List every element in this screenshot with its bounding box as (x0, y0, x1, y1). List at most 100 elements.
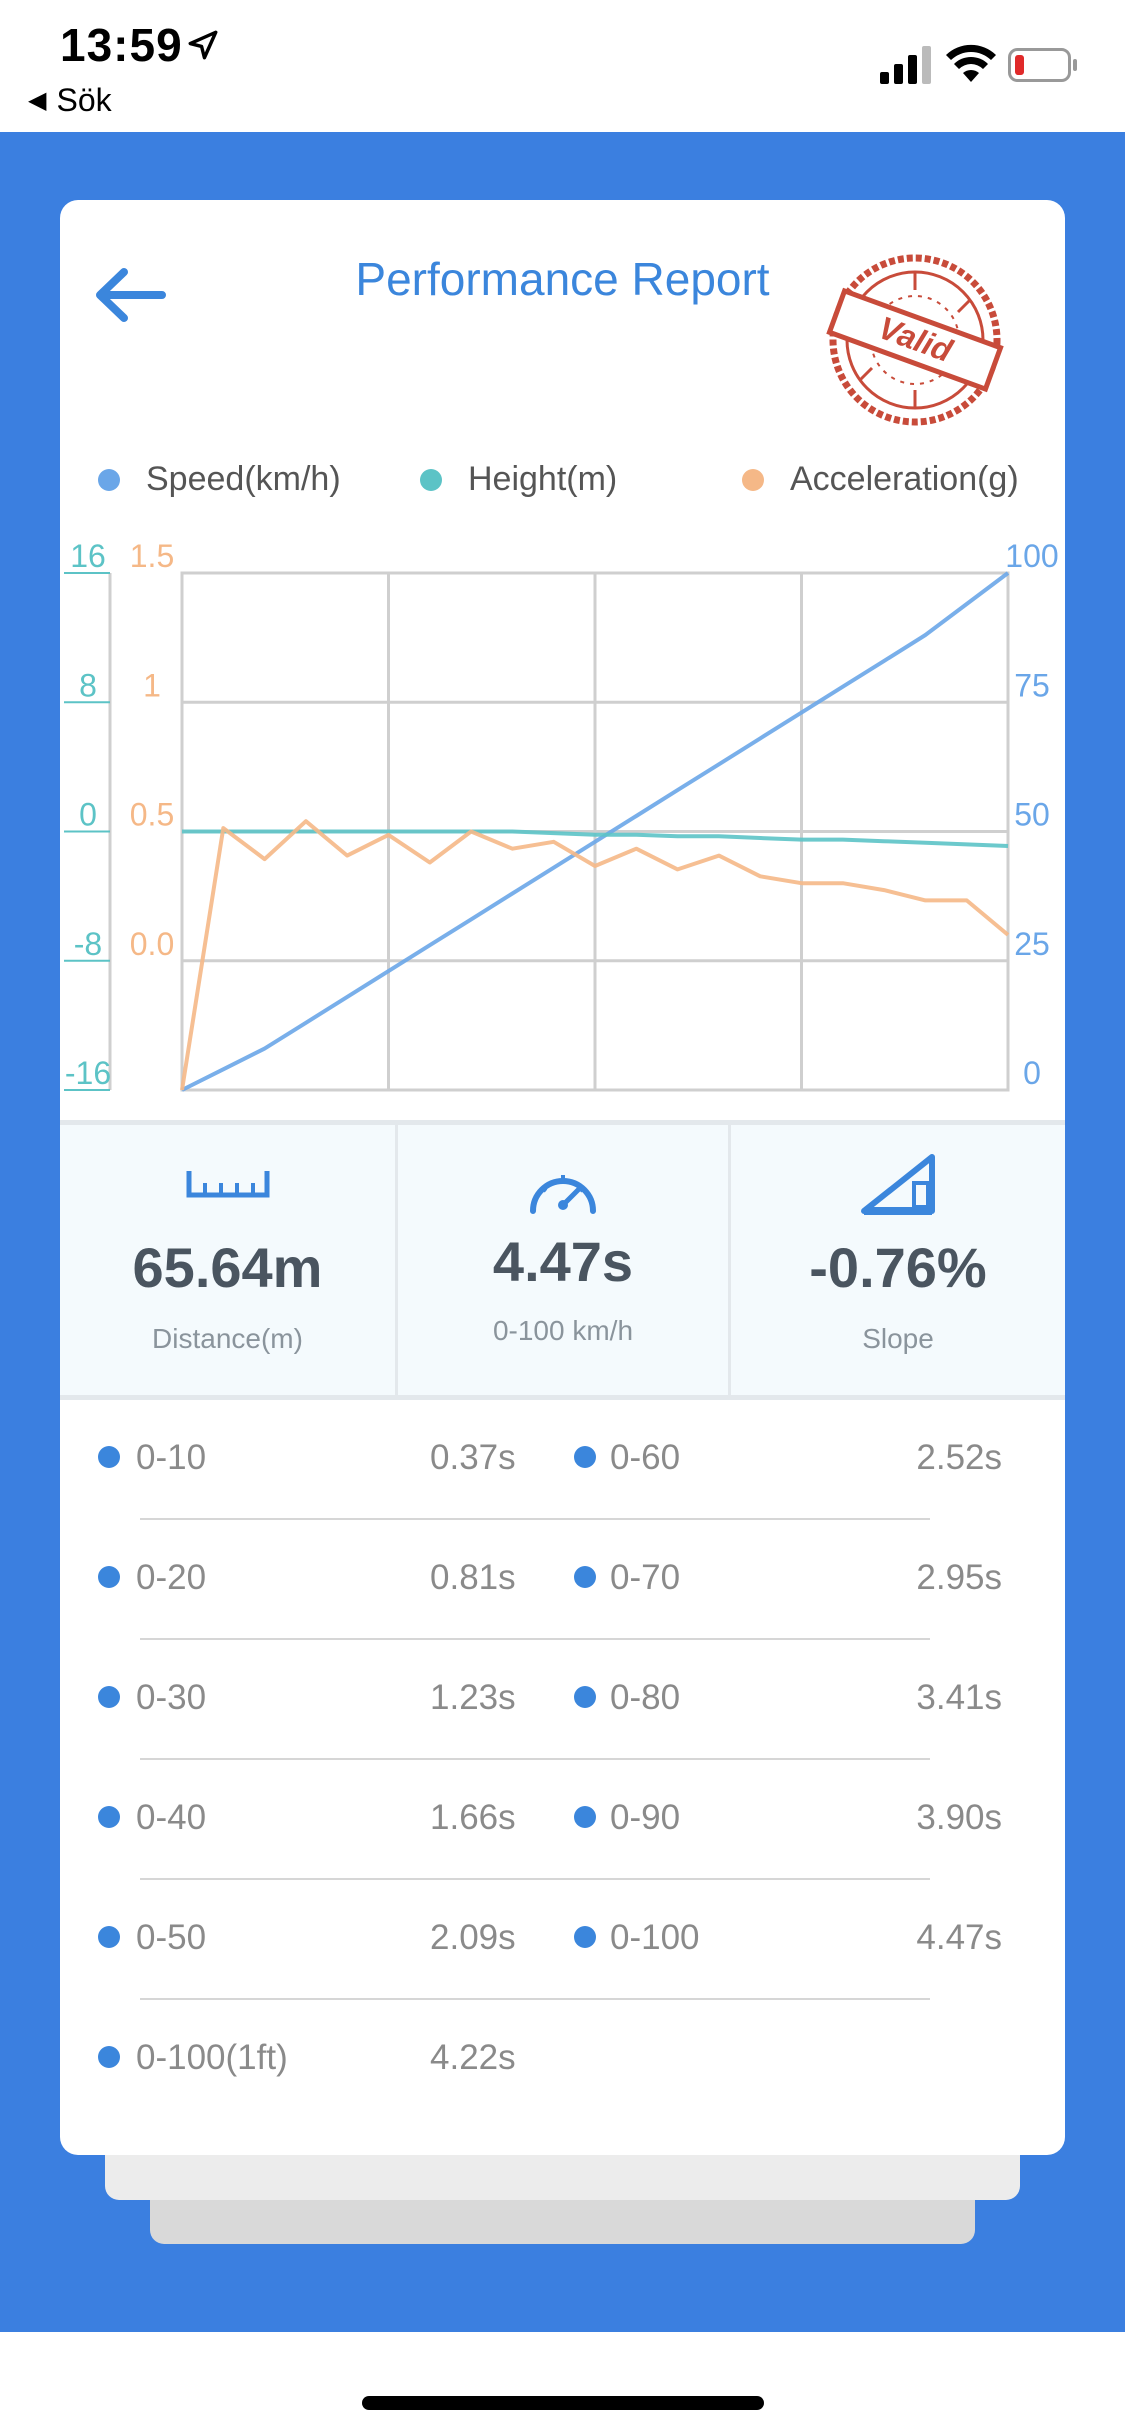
stats-row: 65.64m Distance(m) 4.47s 0-100 km/h -0.7… (60, 1120, 1065, 1400)
stat-distance-value: 65.64m (132, 1236, 323, 1299)
stat-zero-to-hundred-value: 4.47s (492, 1230, 634, 1293)
home-indicator[interactable] (362, 2396, 764, 2410)
slope-icon (861, 1154, 935, 1215)
split-row: 0-30 1.23s 0-80 3.41s (60, 1640, 1065, 1760)
split-row: 0-20 0.81s 0-70 2.95s (60, 1520, 1065, 1640)
split-divider (140, 1518, 930, 1520)
split-time: 2.09s (430, 1918, 516, 1957)
split-time: 0.37s (430, 1438, 516, 1477)
split-dot (98, 1446, 120, 1468)
height-axis-label: -16 (65, 1055, 111, 1091)
chart-series-acceleration (180, 819, 1010, 1091)
location-arrow-icon (188, 30, 218, 60)
split-row: 0-100(1ft) 4.22s (60, 2000, 1065, 2120)
split-time: 2.95s (916, 1558, 1002, 1597)
legend-acceleration: Acceleration(g) (742, 460, 1019, 499)
stat-distance-label: Distance(m) (152, 1323, 303, 1354)
split-name: 0-10 (136, 1438, 207, 1477)
split-name: 0-40 (136, 1798, 207, 1837)
acceleration-axis-label: 1.5 (130, 538, 174, 574)
split-name: 0-20 (136, 1558, 207, 1597)
stat-zero-to-hundred-label: 0-100 km/h (492, 1315, 634, 1346)
legend-label-acceleration: Acceleration(g) (790, 460, 1019, 498)
speed-axis-label: 100 (1005, 538, 1058, 574)
split-item: 0-90 3.90s (540, 1760, 1065, 1880)
page-title: Performance Report (355, 253, 770, 305)
split-time: 3.90s (916, 1798, 1002, 1837)
split-dot (98, 1806, 120, 1828)
split-dot (98, 1686, 120, 1708)
split-name: 0-100 (610, 1918, 700, 1957)
split-item: 0-30 1.23s (60, 1640, 540, 1760)
back-arrow-icon[interactable] (90, 260, 170, 330)
split-item: 0-10 0.37s (60, 1400, 540, 1520)
legend-height: Height(m) (420, 460, 617, 499)
split-divider (140, 1758, 930, 1760)
split-row: 0-50 2.09s 0-100 4.47s (60, 1880, 1065, 2000)
split-item: 0-60 2.52s (540, 1400, 1065, 1520)
split-dot (98, 2046, 120, 2068)
cellular-signal-icon (880, 46, 931, 84)
split-time: 2.52s (916, 1438, 1002, 1477)
stat-divider (728, 1125, 731, 1395)
acceleration-axis-label: 0.5 (130, 797, 174, 833)
report-card: Performance Report Valid Speed(km/h) Hei… (60, 200, 1065, 2155)
split-item: 0-100(1ft) 4.22s (60, 2000, 540, 2120)
stat-divider (395, 1125, 398, 1395)
legend-label-speed: Speed(km/h) (146, 460, 341, 498)
split-dot (98, 1566, 120, 1588)
status-bar: 13:59 ◀ Sök (0, 0, 1125, 132)
height-axis-label: -8 (74, 926, 102, 962)
stat-slope: -0.76% Slope (731, 1125, 1065, 1395)
split-time: 1.66s (430, 1798, 516, 1837)
speed-axis-label: 25 (1014, 926, 1050, 962)
split-item: 0-70 2.95s (540, 1520, 1065, 1640)
split-row: 0-10 0.37s 0-60 2.52s (60, 1400, 1065, 1520)
height-axis-label: 16 (70, 538, 106, 574)
legend-label-height: Height(m) (468, 460, 618, 498)
split-divider (140, 1878, 930, 1880)
acceleration-axis-label: 0.0 (130, 926, 174, 962)
split-name: 0-90 (610, 1798, 681, 1837)
split-item: 0-80 3.41s (540, 1640, 1065, 1760)
legend-dot-height (420, 468, 442, 491)
legend-dot-speed (98, 468, 120, 491)
split-dot (574, 1566, 596, 1588)
speedometer-icon (530, 1175, 596, 1214)
split-name: 0-60 (610, 1438, 681, 1477)
split-item: 0-100 4.47s (540, 1880, 1065, 2000)
split-dot (574, 1446, 596, 1468)
speed-axis-label: 0 (1023, 1055, 1041, 1091)
split-name: 0-80 (610, 1678, 681, 1717)
split-time: 3.41s (916, 1678, 1002, 1717)
split-dot (574, 1806, 596, 1828)
stat-zero-to-hundred: 4.47s 0-100 km/h (398, 1125, 728, 1395)
legend-dot-acceleration (742, 468, 764, 491)
back-to-app-link[interactable]: ◀ Sök (28, 82, 112, 119)
legend-speed: Speed(km/h) (98, 460, 341, 499)
split-divider (140, 1638, 930, 1640)
split-time: 4.22s (430, 2038, 516, 2077)
split-divider (140, 1998, 930, 2000)
split-dot (574, 1686, 596, 1708)
height-axis-label: 0 (79, 797, 97, 833)
split-time: 4.47s (916, 1918, 1002, 1957)
back-app-label: Sök (56, 82, 112, 118)
split-name: 0-70 (610, 1558, 681, 1597)
acceleration-axis-label: 1 (143, 667, 161, 703)
ruler-icon (186, 1171, 269, 1198)
stat-slope-value: -0.76% (809, 1236, 987, 1299)
stat-slope-label: Slope (862, 1323, 934, 1354)
valid-stamp: Valid (826, 254, 1004, 426)
split-name: 0-100(1ft) (136, 2038, 288, 2077)
split-time: 1.23s (430, 1678, 516, 1717)
status-time: 13:59 (60, 19, 183, 71)
chart-series-speed (181, 571, 1010, 1092)
speed-axis-label: 50 (1014, 797, 1050, 833)
split-name: 0-30 (136, 1678, 207, 1717)
split-item: 0-40 1.66s (60, 1760, 540, 1880)
split-item: 0-50 2.09s (60, 1880, 540, 2000)
chart-legend: Speed(km/h) Height(m) Acceleration(g) (60, 460, 1065, 510)
split-item: 0-20 0.81s (60, 1520, 540, 1640)
split-row: 0-40 1.66s 0-90 3.90s (60, 1760, 1065, 1880)
